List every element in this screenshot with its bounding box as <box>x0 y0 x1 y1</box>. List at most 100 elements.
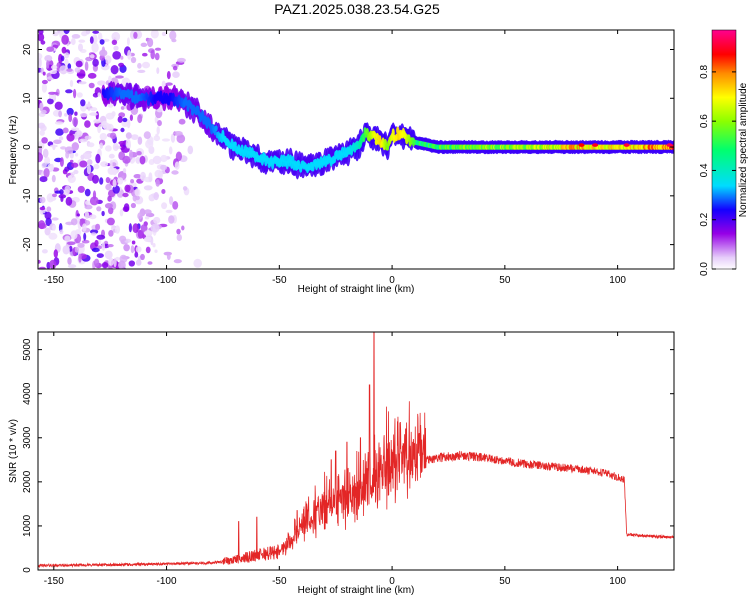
ridge-mark <box>233 141 237 148</box>
noise-blob <box>115 256 120 261</box>
colorbar-band <box>712 186 736 188</box>
noise-blob <box>44 211 52 220</box>
colorbar-band <box>712 64 736 66</box>
noise-blob <box>64 146 74 155</box>
noise-blob <box>135 246 142 253</box>
noise-blob <box>89 36 94 44</box>
colorbar-band <box>712 45 736 47</box>
noise-blob <box>154 52 160 61</box>
noise-blob <box>168 146 173 155</box>
noise-blob <box>59 229 64 235</box>
noise-blob <box>193 258 202 268</box>
colorbar-band <box>712 149 736 151</box>
x-tick-label: -150 <box>44 275 64 286</box>
noise-blob <box>39 176 48 183</box>
colorbar-band <box>712 161 736 163</box>
noise-blob <box>71 34 81 39</box>
colorbar-band <box>712 194 736 196</box>
noise-blob <box>54 121 64 125</box>
ridge-peak <box>666 143 673 147</box>
colorbar-band <box>712 70 736 72</box>
colorbar-band <box>712 82 736 84</box>
noise-blob <box>113 45 119 51</box>
colorbar-band <box>712 216 736 218</box>
colorbar-band <box>712 133 736 135</box>
colorbar-band <box>712 193 736 195</box>
noise-blob <box>130 179 135 184</box>
colorbar-tick-label: 0.8 <box>699 64 710 78</box>
colorbar-band <box>712 125 736 127</box>
noise-blob <box>169 196 174 205</box>
colorbar-band <box>712 130 736 132</box>
colorbar-band <box>712 55 736 57</box>
y-tick-label: 20 <box>22 44 33 56</box>
noise-blob <box>172 71 180 78</box>
noise-blob <box>152 243 156 248</box>
x-tick-label: -100 <box>157 576 177 587</box>
noise-blob <box>125 138 131 149</box>
noise-blob <box>153 216 161 224</box>
colorbar-band <box>712 205 736 207</box>
noise-blob <box>97 125 101 134</box>
noise-blob <box>65 89 73 94</box>
colorbar-band <box>712 106 736 108</box>
noise-blob <box>70 127 80 132</box>
noise-blob <box>70 230 78 240</box>
colorbar-band <box>712 76 736 78</box>
spectrogram-frame <box>37 29 675 270</box>
noise-blob <box>84 204 93 210</box>
colorbar-band <box>712 190 736 192</box>
noise-blob <box>49 69 57 75</box>
colorbar-band <box>712 201 736 203</box>
colorbar-band <box>712 266 736 268</box>
colorbar-band <box>712 202 736 204</box>
y-tick-label: 0 <box>22 567 33 573</box>
noise-blob <box>99 49 108 57</box>
colorbar-band <box>712 251 736 253</box>
colorbar-band <box>712 220 736 222</box>
snr-marks <box>38 332 674 569</box>
noise-blob <box>91 247 100 253</box>
noise-blob <box>104 250 113 260</box>
noise-blob <box>139 155 146 165</box>
y-tick-label: 10 <box>22 92 33 104</box>
colorbar-band <box>712 104 736 106</box>
colorbar-band <box>712 111 736 113</box>
noise-blob <box>155 179 160 187</box>
colorbar: 0.0 0.2 0.4 0.6 0.8 Normalized spectral ampl… <box>699 29 749 276</box>
colorbar-band <box>712 225 736 227</box>
noise-blob <box>143 185 153 191</box>
colorbar-band <box>712 219 736 221</box>
colorbar-band <box>712 230 736 232</box>
noise-blob <box>145 246 151 254</box>
noise-blob <box>174 161 180 170</box>
noise-blob <box>64 58 69 68</box>
noise-blob <box>39 196 46 204</box>
noise-blob <box>130 56 137 64</box>
noise-blob <box>51 217 59 221</box>
colorbar-band <box>712 264 736 266</box>
noise-blob <box>103 38 110 42</box>
noise-blob <box>172 201 179 210</box>
colorbar-band <box>712 261 736 263</box>
noise-blob <box>77 242 85 248</box>
colorbar-band <box>712 40 736 42</box>
colorbar-ticks: 0.0 0.2 0.4 0.6 0.8 <box>699 64 736 276</box>
noise-blob <box>82 223 87 232</box>
colorbar-band <box>712 67 736 69</box>
noise-blob <box>54 101 63 111</box>
colorbar-band <box>712 235 736 237</box>
noise-blob <box>133 31 138 39</box>
colorbar-band <box>712 93 736 95</box>
colorbar-band <box>712 245 736 247</box>
noise-blob <box>79 160 88 168</box>
colorbar-band <box>712 156 736 158</box>
noise-blob <box>39 206 46 211</box>
colorbar-band <box>712 182 736 184</box>
colorbar-band <box>712 227 736 229</box>
noise-blob <box>69 79 74 88</box>
colorbar-band <box>712 56 736 58</box>
noise-blob <box>44 156 51 165</box>
